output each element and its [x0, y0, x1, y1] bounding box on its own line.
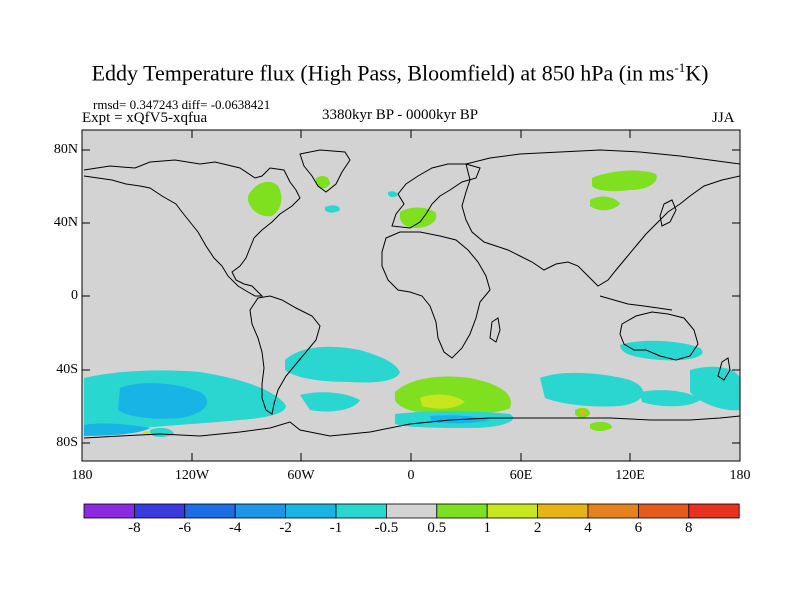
season-label: JJA [712, 110, 735, 126]
greenland-green-patch [316, 176, 330, 189]
colorbar-label: 4 [584, 520, 592, 536]
lon-label-60e: 60E [509, 468, 533, 483]
lon-label-120e: 120E [615, 468, 645, 483]
antarctic-orange-spot [579, 410, 587, 416]
east-indian-cyan-patch [540, 372, 644, 407]
anomaly-shading [84, 170, 740, 437]
lat-label-0: 0 [71, 288, 78, 303]
colorbar-swatch [537, 503, 589, 519]
coast-south-america [249, 295, 321, 415]
australia-south-cyan-patch [620, 340, 703, 361]
south-pacific-east-cyan [640, 390, 700, 407]
north-america-green-patch [248, 181, 282, 217]
colorbar-label: 6 [634, 520, 643, 536]
colorbar-swatch [133, 503, 186, 519]
south-pacific-cyan-patch [285, 346, 400, 383]
period-label: 3380kyr BP - 0000kyr BP [322, 107, 479, 123]
coast-madagascar [489, 317, 501, 343]
ross-sea-green-patch [590, 421, 612, 431]
axis-ticks [82, 130, 740, 461]
siberia-green-patch [592, 170, 657, 192]
tasman-cyan-patch [690, 366, 740, 411]
colorbar-swatch [83, 503, 135, 519]
colorbar-swatch [436, 503, 488, 519]
europe-cyan-spot [388, 191, 398, 198]
colorbar-label: 1 [483, 520, 491, 536]
colorbar-label: -4 [228, 520, 242, 536]
coast-europe [391, 163, 481, 229]
southern-ocean-blue-core [118, 383, 208, 419]
lon-label-60w: 60W [287, 468, 315, 483]
coast-north-america [83, 159, 301, 297]
coast-africa [381, 231, 491, 359]
colorbar-swatch [234, 503, 286, 519]
lat-label-40n: 40N [53, 215, 78, 230]
lat-label-80s: 80S [56, 435, 78, 450]
colorbar-label: -2 [279, 520, 292, 536]
colorbar-swatch [385, 503, 438, 519]
lon-label-120w: 120W [174, 468, 210, 483]
colorbar-label: 0.5 [427, 520, 447, 536]
experiment-label: Expt = xQfV5-xqfua [82, 110, 208, 126]
colorbar-label: -8 [128, 520, 141, 536]
coastlines [83, 149, 740, 439]
south-pacific-blue-strip [84, 423, 150, 436]
south-indian-yellow-core [420, 394, 465, 409]
colorbar-label: -0.5 [374, 520, 399, 536]
colorbar-label: -6 [178, 520, 192, 536]
coast-antarctica [83, 415, 740, 439]
lon-label-180w: 180 [71, 468, 93, 483]
colorbar-swatch [688, 503, 740, 519]
coast-new-zealand [717, 357, 731, 381]
colorbar [83, 503, 740, 519]
colorbar-swatch [486, 503, 539, 519]
plot-title: Eddy Temperature flux (High Pass, Bloomf… [91, 60, 709, 86]
lon-label-180e: 180 [729, 468, 751, 483]
colorbar-swatch [587, 503, 639, 519]
atlantic-cyan-spot [325, 205, 340, 213]
lon-label-0: 0 [407, 468, 415, 483]
colorbar-label: 2 [533, 520, 542, 536]
coast-asia [461, 149, 740, 287]
coast-indonesia [599, 295, 673, 311]
lat-label-40s: 40S [56, 362, 78, 377]
colorbar-swatch [638, 503, 690, 519]
south-atlantic-cyan-patch [300, 392, 360, 412]
colorbar-label: 8 [685, 520, 693, 536]
lat-label-80n: 80N [53, 142, 78, 157]
colorbar-swatch [285, 503, 337, 519]
stats-line: rmsd= 0.347243 diff= -0.0638421 [93, 97, 271, 112]
colorbar-label: -1 [329, 520, 343, 536]
east-asia-green-patch [590, 196, 620, 211]
coast-japan [659, 199, 677, 227]
coast-australia [619, 311, 699, 361]
coast-greenland [299, 149, 351, 193]
colorbar-swatch [184, 503, 236, 519]
colorbar-swatch [335, 503, 387, 519]
